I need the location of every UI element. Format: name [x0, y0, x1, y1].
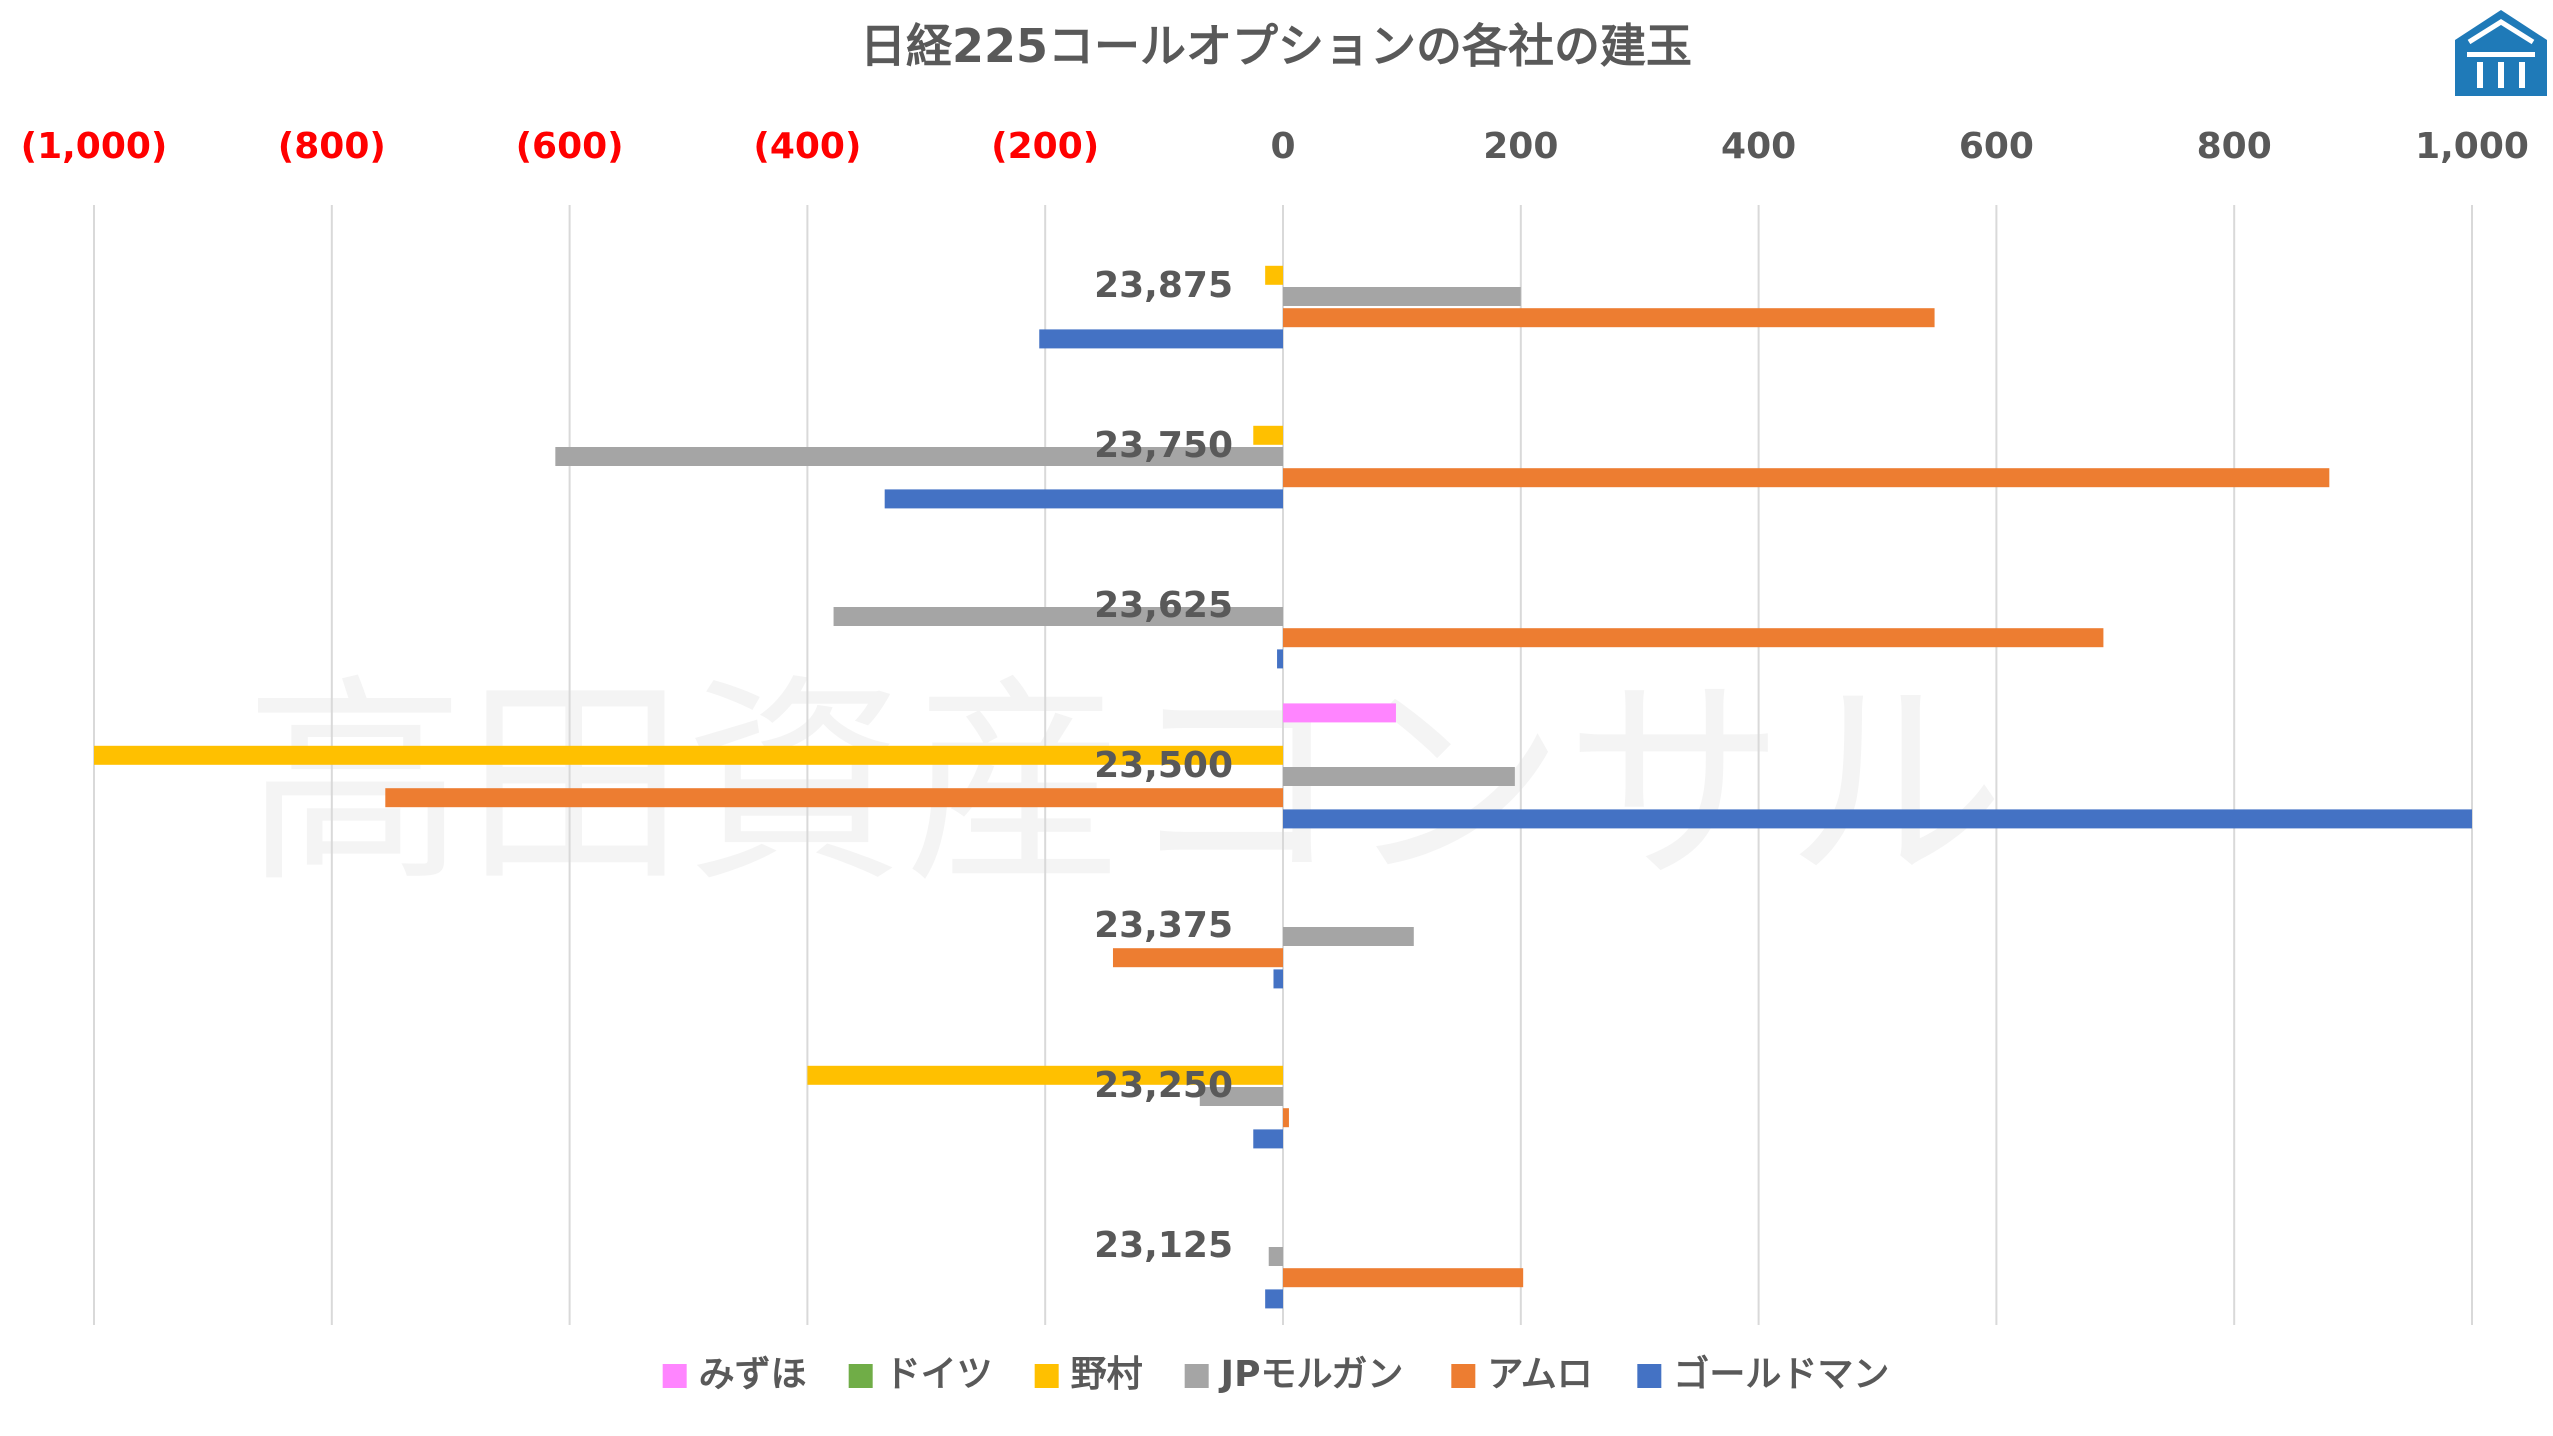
legend-swatch [1451, 1364, 1476, 1388]
category-label: 23,250 [1094, 1065, 1233, 1106]
bar [1283, 927, 1414, 946]
legend-label: JPモルガン [1218, 1354, 1404, 1395]
legend-swatch [848, 1364, 873, 1388]
bar [1253, 425, 1283, 445]
bar [1283, 287, 1521, 306]
logo-pillar-right [2519, 62, 2525, 88]
category-labels: 23,875 23,750 23,625 23,500 23,375 23,250 23,1… [1094, 265, 1233, 1266]
x-tick-label: 800 [2197, 126, 2272, 167]
category-label: 23,500 [1094, 745, 1233, 786]
bar [884, 489, 1283, 509]
bar [1283, 468, 2330, 488]
x-tick-label: (200) [991, 126, 1099, 167]
bar [807, 1065, 1283, 1085]
bar [1265, 265, 1283, 285]
logo-beam [2467, 52, 2535, 57]
x-axis-ticks: (1,000) (800) (600) (400) (200) 0 200 400 600 800… [21, 126, 2529, 167]
bar [1265, 1289, 1283, 1309]
legend-swatch [1637, 1364, 1662, 1388]
legend-label: アムロ [1487, 1354, 1592, 1395]
legend-label: ゴールドマン [1673, 1353, 1889, 1395]
bar [1277, 649, 1283, 669]
x-tick-label: (600) [516, 126, 624, 167]
x-tick-label: (800) [278, 126, 386, 167]
bar [1112, 948, 1283, 968]
chart-title: 日経225コールオプションの各社の建玉 [860, 19, 1692, 73]
bar [833, 607, 1283, 626]
x-tick-label: (1,000) [21, 126, 168, 167]
logo-pillar-left [2477, 62, 2483, 88]
bar [1283, 809, 2472, 829]
legend-swatch [662, 1364, 687, 1388]
bar [1283, 308, 1935, 328]
legend-label: ドイツ [885, 1354, 993, 1395]
legend-label: みずほ [699, 1354, 807, 1395]
watermark: 高田資産コンサル [245, 656, 2005, 912]
bar [555, 447, 1283, 466]
bar [1283, 1108, 1289, 1128]
bar [94, 745, 1283, 765]
bar [1199, 1087, 1283, 1106]
bar [1273, 969, 1283, 989]
legend-swatch [1184, 1364, 1209, 1388]
x-tick-label: 200 [1483, 126, 1558, 167]
bar [1283, 703, 1396, 723]
logo-pillar-center [2498, 62, 2504, 88]
bar [385, 788, 1283, 808]
category-label: 23,625 [1094, 585, 1233, 626]
legend: みずほ ドイツ 野村 JPモルガン アムロ ゴールドマン [662, 1353, 1889, 1395]
category-label: 23,375 [1094, 905, 1233, 946]
bar [1268, 1247, 1283, 1266]
gridlines [93, 205, 2473, 1325]
bar [1283, 628, 2104, 648]
legend-label: 野村 [1071, 1354, 1143, 1395]
category-label: 23,875 [1094, 265, 1233, 306]
category-label: 23,750 [1094, 425, 1233, 466]
bar [1283, 767, 1515, 786]
category-label: 23,125 [1094, 1225, 1233, 1266]
bar [1253, 1129, 1283, 1149]
bar [1039, 329, 1283, 349]
x-tick-label: 1,000 [2415, 126, 2529, 167]
x-tick-label: 600 [1959, 126, 2034, 167]
x-tick-label: 400 [1721, 126, 1796, 167]
x-tick-label: 0 [1270, 126, 1295, 167]
bars [94, 265, 2472, 1309]
building-logo [2455, 10, 2547, 96]
logo-inner-roof [2467, 19, 2535, 45]
x-tick-label: (400) [753, 126, 861, 167]
legend-swatch [1034, 1364, 1059, 1388]
bar [1283, 1268, 1524, 1288]
